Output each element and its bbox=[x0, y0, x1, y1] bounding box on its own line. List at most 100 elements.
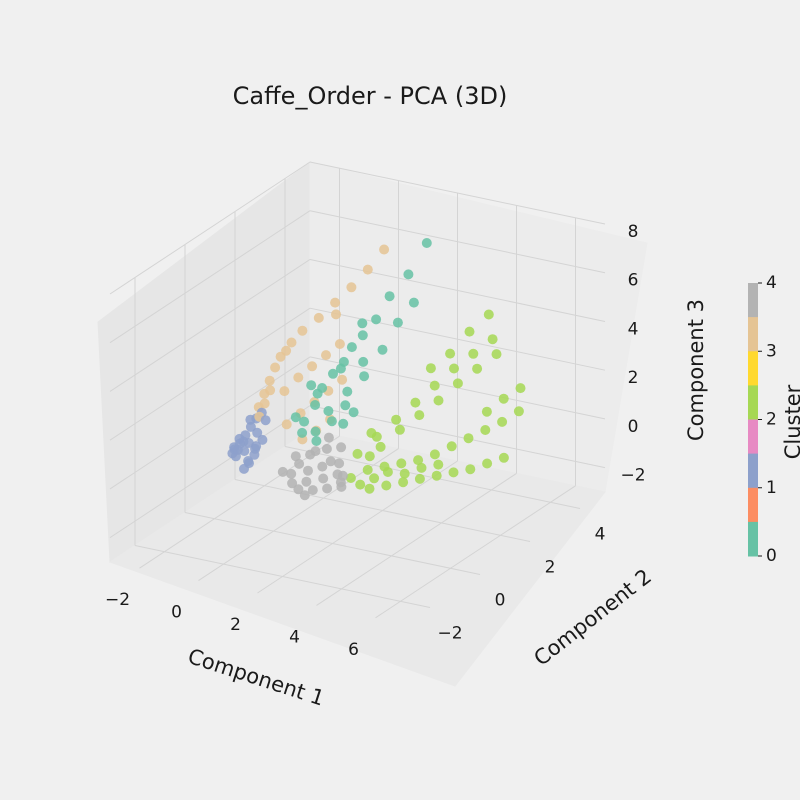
y-tick-label: 4 bbox=[595, 525, 606, 545]
colorbar-segment bbox=[748, 283, 758, 318]
scatter-point-cluster-2 bbox=[399, 468, 410, 479]
scatter-point-cluster-0 bbox=[392, 317, 403, 328]
scatter-point-cluster-4 bbox=[322, 483, 333, 494]
scatter-point-cluster-2 bbox=[463, 433, 474, 444]
scatter-point-cluster-2 bbox=[452, 378, 463, 389]
scatter-point-cluster-2 bbox=[355, 479, 366, 490]
colorbar-tick-label: 4 bbox=[766, 273, 777, 293]
colorbar-segments bbox=[748, 283, 758, 557]
scatter-point-cluster-1 bbox=[252, 427, 263, 438]
chart-title: Caffe_Order - PCA (3D) bbox=[233, 82, 508, 110]
scatter-point-cluster-2 bbox=[375, 441, 386, 452]
scatter-point-cluster-0 bbox=[408, 297, 419, 308]
scatter-point-cluster-2 bbox=[429, 449, 440, 460]
z-grid-line-left bbox=[109, 259, 311, 392]
y-tick-label: 0 bbox=[495, 591, 506, 611]
scatter-point-cluster-0 bbox=[338, 418, 349, 429]
scatter-point-cluster-2 bbox=[498, 393, 509, 404]
z-grid-line-left bbox=[109, 356, 311, 490]
tick-labels: −2 0 2 4 6 −2 0 2 4 −2 0 2 4 6 8 bbox=[105, 222, 646, 660]
scatter-point-cluster-0 bbox=[338, 356, 349, 367]
scatter-point-cluster-2 bbox=[482, 458, 493, 469]
scatter-point-cluster-0 bbox=[297, 427, 308, 438]
scatter-point-cluster-3 bbox=[321, 350, 331, 361]
x-tick-label: 4 bbox=[289, 627, 300, 647]
scatter-point-cluster-0 bbox=[348, 407, 359, 418]
scatter-point-cluster-0 bbox=[323, 406, 334, 416]
scatter-point-cluster-2 bbox=[398, 477, 409, 488]
y-tick-label: −2 bbox=[437, 624, 462, 644]
scatter-point-cluster-4 bbox=[332, 469, 343, 480]
scatter-point-cluster-2 bbox=[491, 349, 502, 360]
scatter-point-cluster-3 bbox=[279, 386, 290, 397]
scatter-point-cluster-0 bbox=[346, 342, 357, 353]
scatter-point-cluster-4 bbox=[307, 485, 318, 496]
scatter-point-cluster-2 bbox=[480, 425, 491, 435]
x-axis-label: Component 1 bbox=[185, 644, 327, 711]
z-grid-line-left bbox=[109, 161, 311, 295]
scatter-point-cluster-4 bbox=[301, 476, 312, 487]
colorbar-tick-label: 1 bbox=[766, 478, 777, 498]
scatter-point-cluster-0 bbox=[358, 356, 369, 367]
scatter-point-cluster-2 bbox=[515, 383, 526, 394]
scatter-point-cluster-4 bbox=[334, 458, 345, 469]
scatter-point-cluster-3 bbox=[275, 351, 286, 362]
scatter-point-cluster-4 bbox=[277, 466, 288, 477]
scatter-point-cluster-2 bbox=[445, 348, 456, 359]
scatter-point-cluster-3 bbox=[313, 312, 324, 323]
scatter-point-cluster-0 bbox=[340, 400, 351, 411]
z-axis-label: Component 3 bbox=[684, 299, 708, 441]
z-tick-label: 8 bbox=[628, 222, 639, 242]
scatter-point-cluster-3 bbox=[264, 375, 275, 386]
scatter-point-cluster-4 bbox=[336, 481, 347, 492]
z-grid-line-left bbox=[109, 405, 311, 539]
scatter-point-cluster-1 bbox=[260, 415, 271, 426]
scatter-point-cluster-2 bbox=[369, 473, 380, 484]
scatter-point-cluster-4 bbox=[336, 442, 347, 453]
colorbar-segment bbox=[748, 419, 758, 455]
colorbar-segment bbox=[748, 385, 758, 420]
z-grid-line-right bbox=[309, 307, 606, 371]
colorbar-segment bbox=[748, 487, 758, 523]
scatter-point-cluster-2 bbox=[464, 326, 475, 337]
scatter-point-cluster-2 bbox=[448, 467, 459, 478]
scatter-point-cluster-3 bbox=[293, 372, 304, 383]
z-grid-line-left bbox=[109, 307, 311, 441]
scatter-point-cluster-1 bbox=[245, 421, 256, 432]
z-tick-label: 0 bbox=[628, 417, 639, 437]
scatter-point-cluster-4 bbox=[303, 465, 313, 476]
colorbar-ticks: 0 1 2 3 4 bbox=[758, 273, 777, 566]
scatter-point-cluster-4 bbox=[318, 473, 329, 484]
colorbar-segment bbox=[748, 521, 758, 557]
scatter-point-cluster-1 bbox=[239, 446, 250, 456]
scatter-point-cluster-0 bbox=[290, 412, 301, 423]
scatter-point-cluster-0 bbox=[342, 386, 353, 397]
scatter-point-cluster-3 bbox=[259, 398, 270, 409]
scatter-point-cluster-2 bbox=[468, 348, 479, 359]
scatter-point-cluster-3 bbox=[362, 264, 373, 275]
scatter-point-cluster-2 bbox=[414, 410, 425, 421]
scatter-point-cluster-0 bbox=[328, 368, 338, 379]
z-grid-line-right bbox=[309, 405, 606, 469]
scatter-point-cluster-3 bbox=[270, 362, 281, 373]
z-grid-line-right bbox=[309, 258, 606, 322]
scatter-point-cluster-0 bbox=[312, 388, 323, 399]
scatter-point-cluster-2 bbox=[472, 363, 483, 374]
scatter-point-cluster-2 bbox=[410, 397, 421, 408]
scatter-point-cluster-4 bbox=[286, 468, 297, 479]
x-grid-line-floor bbox=[316, 472, 517, 606]
scatter-point-cluster-2 bbox=[446, 441, 457, 452]
scatter-point-cluster-2 bbox=[414, 473, 425, 484]
scatter-point-cluster-3 bbox=[337, 374, 348, 385]
scatter-point-cluster-2 bbox=[487, 334, 498, 345]
scatter-point-cluster-1 bbox=[257, 434, 268, 445]
scatter-point-cluster-3 bbox=[307, 361, 318, 372]
scatter-point-cluster-0 bbox=[311, 436, 322, 446]
z-tick-label: −2 bbox=[620, 466, 645, 486]
colorbar-segment bbox=[748, 351, 758, 386]
scatter-point-cluster-3 bbox=[334, 339, 345, 349]
scatter-point-cluster-4 bbox=[305, 449, 316, 460]
scatter-point-cluster-2 bbox=[429, 380, 440, 391]
colorbar-segment bbox=[748, 453, 758, 489]
scatter-point-cluster-2 bbox=[345, 473, 356, 483]
